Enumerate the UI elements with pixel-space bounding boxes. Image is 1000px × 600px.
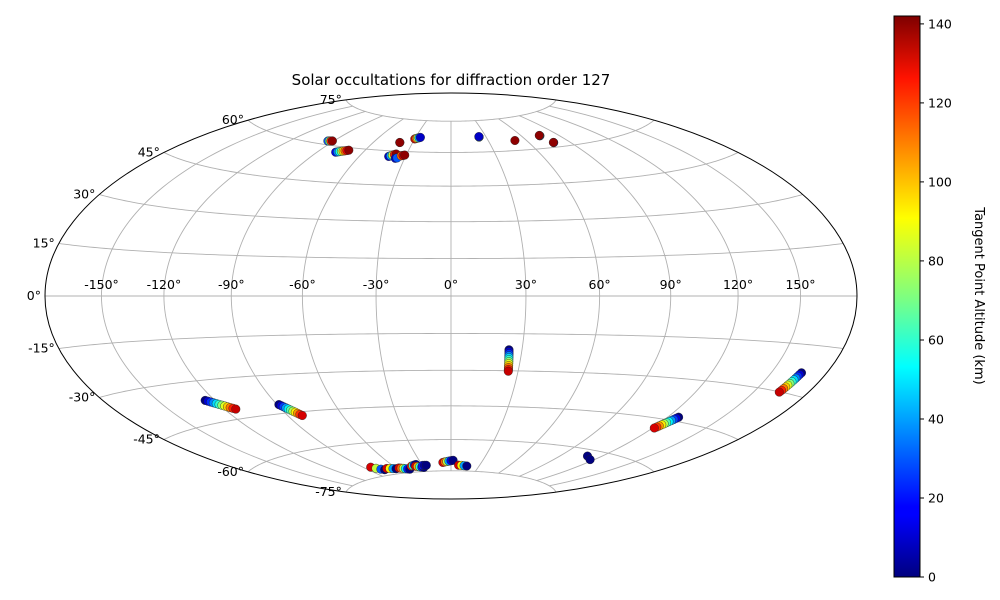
colorbar-tick-label: 80 [928,253,944,268]
map-grid [45,99,857,493]
longitude-tick-label: -90° [218,277,245,292]
colorbar-tick-label: 100 [928,174,952,189]
data-point [510,135,520,145]
colorbar-tick-label: 0 [928,570,936,585]
longitude-tick-label: -60° [289,277,316,292]
occultation-track [585,455,595,465]
latitude-tick-label: 30° [73,187,95,202]
longitude-tick-label: 60° [589,277,611,292]
occultation-track [503,345,514,376]
longitude-gridline [498,118,601,474]
latitude-tick-label: 75° [320,92,342,107]
colorbar-tick-label: 20 [928,491,944,506]
data-point [474,132,484,142]
data-point [462,461,472,471]
colorbar-tick-label: 60 [928,333,944,348]
longitude-gridline [301,118,404,474]
colorbar-tick-label: 40 [928,412,944,427]
occultation-track [396,150,410,161]
data-point [503,366,513,376]
occultation-track [474,132,484,142]
occultation-track [274,400,307,421]
longitude-gridline [536,111,739,481]
longitude-tick-label: -120° [147,277,182,292]
longitude-tick-label: -150° [84,277,119,292]
latitude-tick-label: -60° [217,464,244,479]
occultation-track [418,460,431,470]
data-point [774,387,784,397]
occultation-track [200,395,241,414]
latitude-tick-label: -30° [69,390,96,405]
data-point [448,455,458,465]
longitude-gridline [101,105,353,487]
latitude-tick-label: 15° [33,236,55,251]
occultation-track [323,136,337,146]
occultation-track [774,368,807,397]
longitude-gridline [230,115,383,477]
longitude-tick-label: 120° [723,277,753,292]
data-point [231,404,241,414]
longitude-tick-label: 30° [515,277,537,292]
map-boundary [44,92,858,500]
latitude-tick-labels: 75° 60° 45° 30° 15° 0° -15° -30° -45° -60° -75° [27,92,342,499]
latitude-tick-label: -45° [133,432,160,447]
data-point [327,136,337,146]
data-point [395,137,405,147]
data-point [344,145,354,155]
data-point [297,411,307,421]
longitude-gridline [474,120,527,472]
longitude-gridline [549,105,801,487]
longitude-tick-label: 0° [444,277,458,292]
data-point [400,150,410,160]
occultation-track [649,412,684,433]
data-point [421,460,431,470]
occultation-track [331,145,354,157]
data-point [548,137,558,147]
data-point [534,130,544,140]
scatter-points [200,130,807,475]
latitude-tick-label: 60° [222,112,244,127]
longitude-tick-label: 150° [785,277,815,292]
latitude-tick-label: 0° [27,288,41,303]
colorbar-tick-label: 140 [928,16,952,31]
longitude-gridline [163,111,366,481]
colorbar-label: Tangent Point Altitude (km) [971,206,986,384]
occultation-track [548,137,559,148]
longitude-tick-label: 90° [660,277,682,292]
data-point [649,423,659,433]
longitude-gridline [375,120,428,472]
colorbar-ticks: 0 20 40 60 80 100 120 140 [920,16,952,585]
occultation-track [395,137,405,147]
data-point [585,455,595,465]
data-point [415,132,425,142]
longitude-tick-label: -30° [363,277,390,292]
latitude-tick-label: -15° [28,341,55,356]
longitude-tick-labels: -150° -120° -90° -60° -30° 0° 30° 60° 90° 120° 150… [84,277,815,292]
latitude-tick-label: -75° [315,484,342,499]
colorbar-tick-label: 120 [928,95,952,110]
occultation-track [438,455,458,467]
chart-title: Solar occultations for diffraction order… [292,71,611,89]
colorbar [893,15,921,578]
longitude-gridline [519,115,672,477]
occultation-track [410,132,425,144]
latitude-tick-label: 45° [138,145,160,160]
occultation-track [454,460,472,471]
occultation-track [534,130,545,141]
occultation-track [510,135,520,145]
